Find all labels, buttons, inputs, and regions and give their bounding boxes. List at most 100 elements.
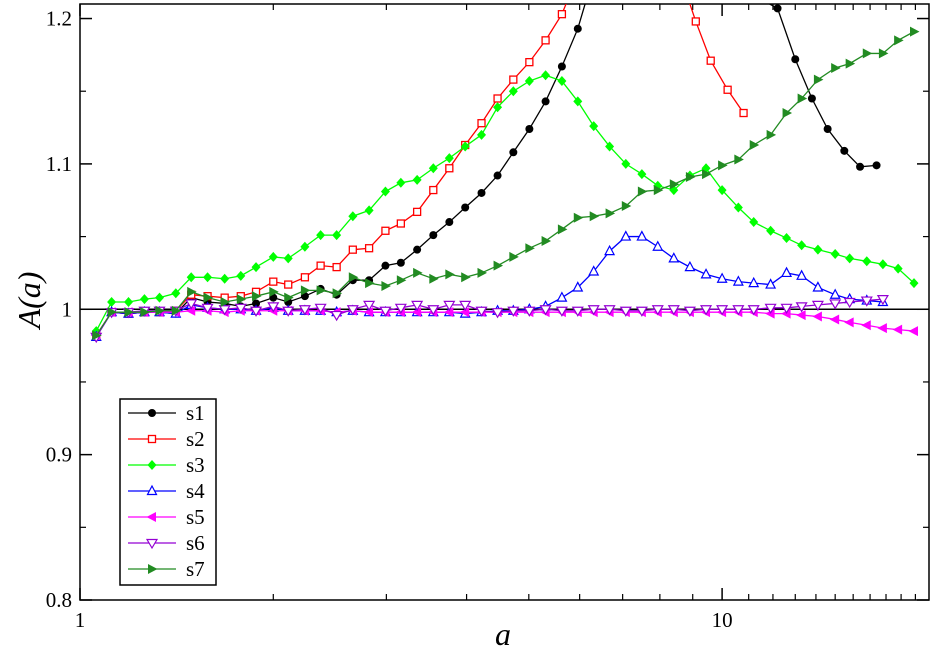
series-line-s3 (95, 74, 915, 332)
data-point-s5 (796, 310, 806, 321)
data-point-s6 (667, 305, 680, 316)
data-point-s1 (477, 188, 486, 197)
data-point-s2 (348, 245, 357, 254)
data-point-s6 (555, 306, 568, 317)
data-point-s3 (508, 86, 518, 97)
data-point-s3 (139, 294, 149, 305)
data-point-s6 (747, 305, 760, 316)
data-point-s6 (764, 303, 777, 314)
data-point-s1 (541, 97, 550, 106)
axis-ticks: 0.8 0.9 1 1.1 1.2 1 10 (46, 4, 929, 632)
data-point-s3 (460, 141, 470, 152)
data-point-s6 (282, 306, 295, 317)
data-point-s7 (734, 154, 744, 165)
data-point-s7 (797, 93, 808, 104)
legend-marker-s7 (148, 564, 158, 574)
data-point-s6 (571, 306, 584, 317)
data-point-s3 (862, 256, 872, 267)
data-point-s1 (429, 231, 438, 240)
data-point-s1 (461, 203, 470, 212)
data-point-s3 (909, 278, 919, 289)
data-point-s7 (365, 278, 375, 289)
legend-label-s3: s3 (186, 453, 205, 477)
data-point-s3 (637, 169, 647, 180)
data-point-s7 (845, 58, 856, 69)
data-point-s3 (589, 121, 599, 132)
data-point-s4 (684, 260, 696, 272)
data-point-s5 (185, 305, 196, 316)
data-point-s1 (525, 125, 534, 134)
data-point-s1 (509, 148, 518, 157)
data-point-s3 (845, 253, 855, 264)
data-point-s6 (218, 305, 231, 316)
series-line-s5 (95, 310, 915, 336)
data-point-s6 (603, 305, 616, 316)
data-point-s7 (878, 48, 889, 59)
data-point-s3 (524, 76, 534, 87)
data-point-s5 (908, 326, 918, 337)
legend-marker-s4 (146, 484, 158, 496)
data-point-s7 (220, 297, 231, 307)
data-point-s4 (572, 281, 584, 292)
data-point-s7 (155, 305, 166, 316)
data-point-s1 (773, 4, 782, 13)
data-point-s4 (796, 269, 808, 280)
data-point-s4 (781, 266, 793, 278)
data-point-s7 (92, 330, 102, 341)
data-point-s7 (269, 286, 279, 297)
data-point-s3 (107, 297, 117, 307)
data-point-s7 (300, 285, 311, 296)
data-point-s1 (573, 24, 582, 33)
data-point-s6 (732, 305, 745, 316)
data-point-s7 (236, 294, 247, 305)
data-point-s3 (717, 185, 727, 196)
legend-label-s6: s6 (186, 531, 205, 555)
legend-marker-s5 (146, 512, 156, 522)
data-point-s4 (652, 240, 664, 251)
data-point-s3 (830, 249, 840, 260)
data-point-s6 (314, 303, 327, 314)
series-s7 (92, 26, 920, 341)
data-point-s7 (493, 260, 504, 271)
data-point-s7 (525, 243, 535, 254)
legend-label-s2: s2 (186, 427, 205, 451)
y-tick-label: 1.1 (46, 152, 72, 176)
data-point-s7 (766, 129, 777, 140)
data-point-s2 (284, 280, 293, 289)
data-point-s7 (187, 286, 197, 297)
data-point-s6 (298, 305, 311, 316)
data-point-s3 (332, 230, 342, 241)
data-point-s3 (251, 262, 261, 273)
data-point-s7 (413, 267, 423, 278)
legend-marker-s6 (145, 538, 159, 550)
data-point-s7 (718, 160, 728, 171)
data-point-s4 (829, 288, 841, 299)
legend-label-s1: s1 (186, 401, 205, 425)
data-point-s6 (635, 306, 648, 317)
data-point-s3 (203, 272, 213, 283)
data-point-s3 (171, 288, 181, 299)
data-point-s7 (381, 281, 391, 292)
data-point-s7 (589, 211, 600, 222)
data-point-s1 (856, 162, 865, 171)
x-axis-title: a (495, 616, 511, 650)
data-point-s2 (557, 10, 567, 19)
data-point-s5 (411, 307, 422, 318)
data-point-s3 (283, 253, 293, 264)
y-tick-label: 1.2 (46, 7, 72, 31)
data-point-s7 (348, 272, 359, 283)
data-point-s7 (749, 140, 760, 151)
data-point-s3 (236, 270, 246, 281)
data-point-s7 (782, 108, 793, 119)
data-point-s3 (813, 244, 823, 255)
legend-label-s4: s4 (186, 479, 205, 503)
data-point-s6 (507, 306, 520, 317)
data-point-s6 (234, 303, 247, 314)
data-point-s7 (605, 208, 616, 219)
data-point-s7 (396, 275, 407, 286)
data-point-s1 (872, 161, 881, 170)
data-point-s6 (267, 302, 280, 313)
data-point-s3 (477, 129, 487, 140)
data-point-s2 (316, 261, 325, 270)
